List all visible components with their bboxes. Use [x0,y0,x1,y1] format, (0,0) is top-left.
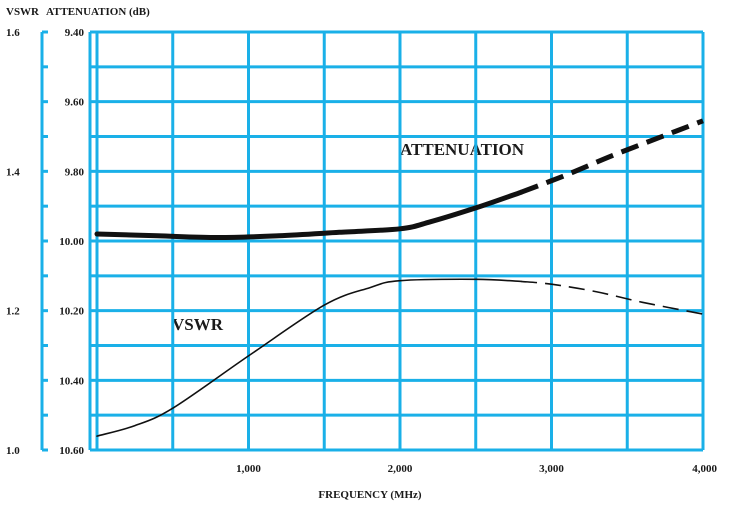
vswr-curve-measured [96,278,522,437]
attenuation-axis-title: ATTENUATION (dB) [46,6,150,18]
x-tick-label: 1,000 [236,463,261,475]
x-tick-label: 4,000 [692,463,717,475]
x-axis-title: FREQUENCY (MHz) [318,489,421,501]
attenuation-tick-label: 10.60 [59,445,84,457]
grid [95,30,705,452]
vswr-tick-label: 1.0 [6,445,20,457]
axes: 1.6 1.4 1.2 1.0 9.40 9.60 9.80 10.00 10.20 10.40 1… [6,27,718,475]
vswr-tick-label: 1.6 [6,27,20,39]
x-tick-label: 2,000 [388,463,413,475]
x-tick-label: 3,000 [539,463,564,475]
vswr-tick-label: 1.4 [6,166,20,178]
attenuation-tick-label: 10.40 [59,375,84,387]
attenuation-curve-measured [94,189,524,241]
vswr-tick-label: 1.2 [6,306,20,318]
series [94,118,704,437]
attenuation-tick-label: 10.00 [59,236,84,248]
vswr-axis-title: VSWR [6,6,40,18]
vswr-curve-extrapolated [521,280,704,315]
attenuation-tick-label: 9.40 [65,27,85,39]
attenuation-tick-label: 9.80 [65,166,85,178]
attenuation-tick-label: 10.20 [59,306,84,318]
attenuation-annotation: ATTENUATION [400,140,525,159]
vswr-annotation: VSWR [172,315,224,334]
attenuation-curve-extrapolated [520,118,704,195]
attenuation-tick-label: 9.60 [65,97,85,109]
